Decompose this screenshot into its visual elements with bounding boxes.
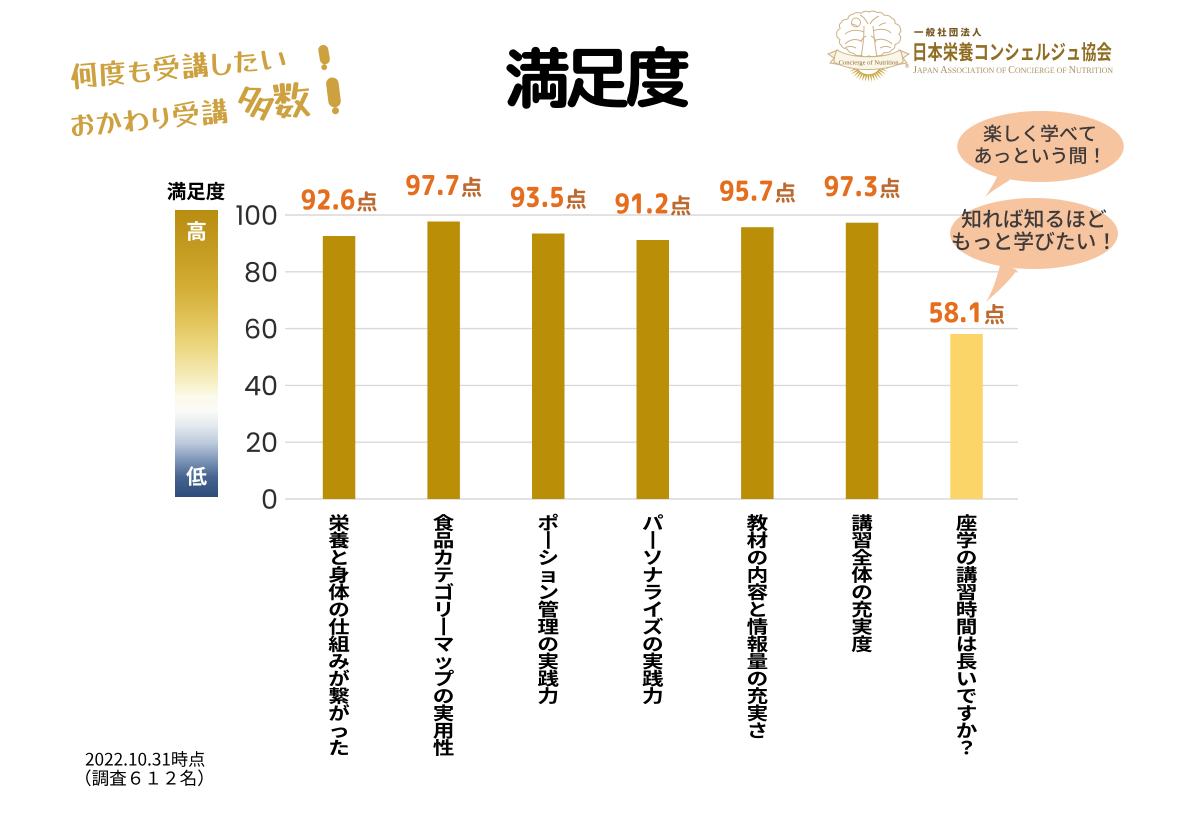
svg-text:Concierge of Nutrition: Concierge of Nutrition — [839, 60, 899, 67]
svg-text:®: ® — [905, 63, 909, 70]
